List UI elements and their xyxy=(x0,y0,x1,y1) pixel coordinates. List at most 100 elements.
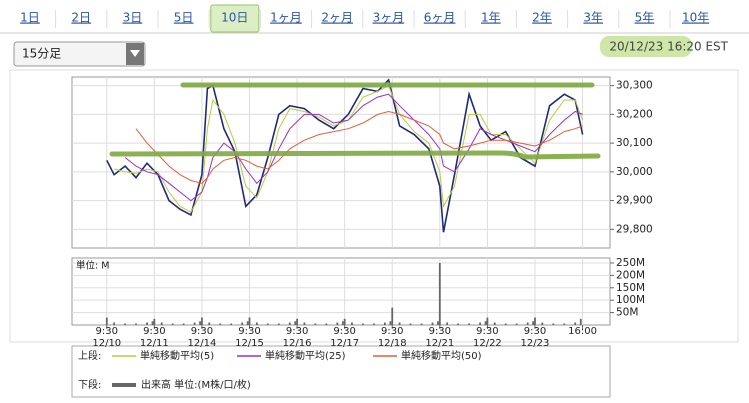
tab[interactable]: 3日 xyxy=(123,11,143,25)
volume-bar xyxy=(325,323,328,325)
volume-bar xyxy=(468,323,470,325)
volume-bar xyxy=(135,323,137,325)
volume-bar xyxy=(314,323,317,325)
x-tick-label: 9:30 xyxy=(96,326,118,337)
x-tick-date: 12/14 xyxy=(188,338,217,349)
volume-bar xyxy=(384,322,386,325)
volume-bar xyxy=(484,321,487,325)
volume-bar xyxy=(409,323,412,325)
interval-label: 15分足 xyxy=(22,47,61,61)
ma-line xyxy=(135,110,583,184)
x-tick-date: 12/11 xyxy=(140,338,169,349)
volume-bar xyxy=(486,317,489,325)
volume-bar xyxy=(113,322,115,325)
x-tick-date: 12/16 xyxy=(283,338,312,349)
legend-upper: 上段: xyxy=(78,349,101,362)
tab[interactable]: 10年 xyxy=(682,11,709,25)
volume-bar xyxy=(160,322,163,325)
tab[interactable]: 2年 xyxy=(532,11,552,25)
y-tick-label: 30,300 xyxy=(616,80,653,92)
tab[interactable]: 3ヶ月 xyxy=(373,11,405,25)
tab-selected[interactable] xyxy=(210,4,260,33)
x-tick-date: 12/17 xyxy=(330,338,359,349)
plot-area xyxy=(71,76,611,249)
volume-bar xyxy=(246,321,249,325)
tab[interactable]: 1日 xyxy=(20,11,40,25)
legend-label: 出来高 単位:(M株/口/枚) xyxy=(141,378,251,391)
volume-bar xyxy=(574,322,577,325)
volume-bar xyxy=(219,323,222,325)
tab[interactable]: 3年 xyxy=(583,11,603,25)
x-tick-date: 12/23 xyxy=(521,338,550,349)
tab[interactable]: 2ヶ月 xyxy=(321,11,353,25)
volume-bar xyxy=(124,323,126,325)
legend-box xyxy=(71,345,611,398)
legend-lower: 下段: xyxy=(78,378,101,391)
y-tick-label: 30,200 xyxy=(616,108,653,120)
y-tick-label: 29,900 xyxy=(616,195,653,207)
y-tick-label: 250M xyxy=(616,257,645,269)
volume-bar xyxy=(105,317,108,325)
interval-dropdown[interactable] xyxy=(13,41,146,67)
volume-bar xyxy=(303,322,306,325)
volume-bar xyxy=(255,322,258,325)
volume-bar xyxy=(230,323,233,325)
volume-bar xyxy=(541,322,544,325)
y-tick-label: 150M xyxy=(616,282,645,294)
x-tick-label: 9:30 xyxy=(429,326,451,337)
volume-bar xyxy=(362,323,364,325)
volume-bar xyxy=(389,321,392,325)
volume-bar xyxy=(208,322,211,325)
volume-bar xyxy=(526,322,529,325)
x-tick-date: 12/22 xyxy=(473,338,502,349)
volume-bar xyxy=(504,323,507,325)
y-tick-label: 30,100 xyxy=(616,137,653,149)
plot-area xyxy=(71,257,611,326)
chart-frame xyxy=(9,69,739,343)
x-tick-label: 9:30 xyxy=(191,326,213,337)
volume-bar xyxy=(515,323,518,325)
tab[interactable]: 1年 xyxy=(481,11,501,25)
x-tick-label: 9:30 xyxy=(286,326,308,337)
legend-label: 単純移動平均(25) xyxy=(265,349,346,362)
volume-bar xyxy=(241,322,244,325)
x-tick-label: 9:30 xyxy=(333,326,355,337)
ma-line xyxy=(113,84,584,213)
x-tick-label: 16:00 xyxy=(568,326,597,337)
volume-bar xyxy=(532,321,535,325)
volume-bar xyxy=(193,322,196,325)
tab[interactable]: 5年 xyxy=(635,11,655,25)
dropdown-arrow xyxy=(130,50,140,57)
highlight-mark xyxy=(600,36,692,57)
volume-bar xyxy=(552,323,555,325)
tab[interactable]: 10日 xyxy=(221,11,248,25)
volume-bar xyxy=(294,321,297,325)
timestamp: 20/12/23 16:20 EST xyxy=(609,40,728,54)
x-tick-date: 12/18 xyxy=(378,338,407,349)
volume-bar xyxy=(248,317,251,325)
y-tick-label: 30,000 xyxy=(616,166,653,178)
tab[interactable]: 6ヶ月 xyxy=(424,11,456,25)
volume-bar xyxy=(446,322,449,325)
unit-label: 単位: M xyxy=(76,260,109,272)
volume-bar xyxy=(438,262,441,325)
price-line xyxy=(106,78,584,233)
x-tick-label: 9:30 xyxy=(524,326,546,337)
x-tick-date: 12/10 xyxy=(92,338,121,349)
volume-bar xyxy=(182,323,185,325)
tab[interactable]: 1ヶ月 xyxy=(270,11,302,25)
volume-bar xyxy=(171,323,174,325)
volume-bar xyxy=(534,317,536,325)
x-tick-label: 9:30 xyxy=(143,326,165,337)
volume-bar xyxy=(479,322,481,325)
volume-bar xyxy=(431,322,434,325)
tab[interactable]: 5日 xyxy=(174,11,194,25)
volume-bar xyxy=(336,322,339,325)
volume-bar xyxy=(391,307,394,325)
volume-bar xyxy=(579,318,582,325)
volume-bar xyxy=(277,323,280,325)
volume-bar xyxy=(151,321,154,325)
tab[interactable]: 2日 xyxy=(71,11,91,25)
volume-bar xyxy=(341,321,344,325)
